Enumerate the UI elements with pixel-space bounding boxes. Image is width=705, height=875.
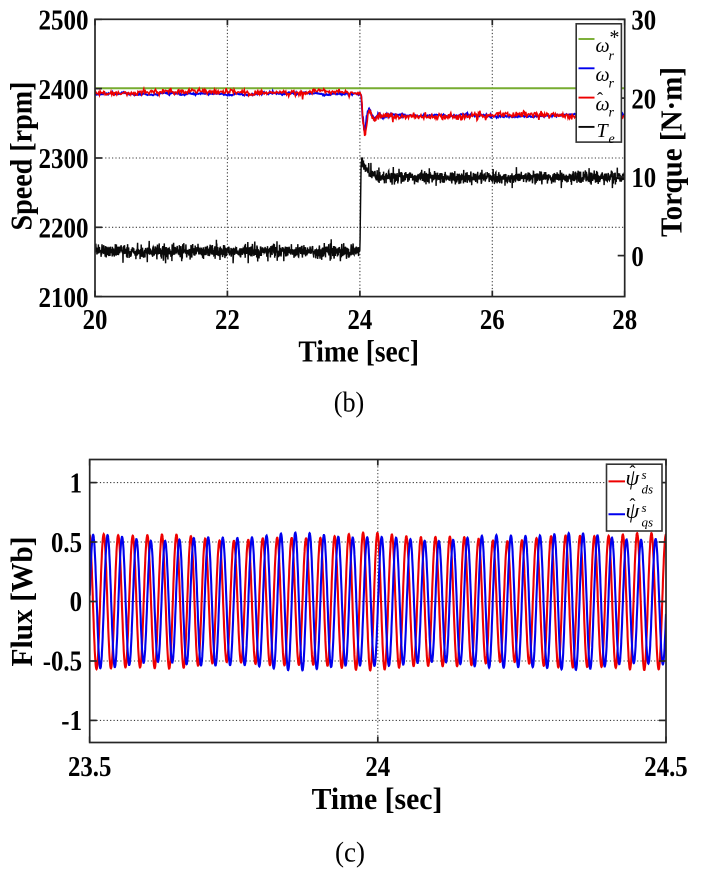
- svg-text:1: 1: [70, 467, 82, 499]
- svg-text:24: 24: [348, 304, 373, 336]
- svg-text:0: 0: [631, 241, 643, 273]
- svg-text:Speed [rpm]: Speed [rpm]: [4, 82, 39, 231]
- svg-text:ds: ds: [642, 482, 654, 497]
- svg-text:20: 20: [83, 304, 108, 336]
- svg-text:Flux [Wb]: Flux [Wb]: [4, 537, 39, 667]
- svg-text:2400: 2400: [39, 74, 89, 106]
- svg-text:T: T: [597, 120, 610, 142]
- svg-text:2300: 2300: [39, 143, 89, 175]
- svg-text:qs: qs: [642, 514, 654, 529]
- svg-text:(b): (b): [334, 388, 365, 419]
- svg-text:20: 20: [631, 83, 656, 115]
- svg-text:22: 22: [215, 304, 240, 336]
- svg-text:r: r: [609, 77, 615, 92]
- svg-text:ω: ω: [596, 64, 610, 86]
- svg-text:r: r: [609, 106, 615, 121]
- svg-text:*: *: [609, 27, 619, 49]
- svg-text:2500: 2500: [39, 5, 89, 37]
- svg-text:Torque [N·m]: Torque [N·m]: [654, 67, 689, 237]
- svg-text:0.5: 0.5: [51, 527, 82, 559]
- svg-text:ˆ: ˆ: [597, 89, 603, 109]
- svg-text:2100: 2100: [39, 282, 89, 314]
- svg-text:Time [sec]: Time [sec]: [298, 334, 419, 369]
- svg-text:-1: -1: [61, 705, 82, 737]
- svg-text:24.5: 24.5: [644, 751, 687, 783]
- svg-text:30: 30: [631, 5, 656, 37]
- svg-text:0: 0: [70, 586, 82, 618]
- svg-text:ω: ω: [596, 94, 610, 116]
- svg-text:r: r: [609, 49, 615, 64]
- svg-text:28: 28: [612, 304, 637, 336]
- svg-text:10: 10: [631, 162, 656, 194]
- svg-text:24: 24: [365, 751, 390, 783]
- svg-text:Time [sec]: Time [sec]: [312, 781, 443, 816]
- svg-text:s: s: [642, 500, 647, 515]
- svg-text:2200: 2200: [39, 213, 89, 245]
- svg-text:ψ: ψ: [626, 498, 640, 523]
- svg-text:s: s: [642, 467, 647, 482]
- svg-text:ω: ω: [596, 35, 610, 57]
- svg-text:(c): (c): [335, 838, 365, 869]
- svg-text:26: 26: [480, 304, 505, 336]
- svg-text:23.5: 23.5: [68, 751, 111, 783]
- svg-text:ˆ: ˆ: [630, 495, 636, 515]
- svg-text:ψ: ψ: [626, 465, 640, 490]
- svg-text:e: e: [609, 132, 615, 147]
- svg-text:-0.5: -0.5: [43, 646, 82, 678]
- svg-text:ˆ: ˆ: [630, 462, 636, 482]
